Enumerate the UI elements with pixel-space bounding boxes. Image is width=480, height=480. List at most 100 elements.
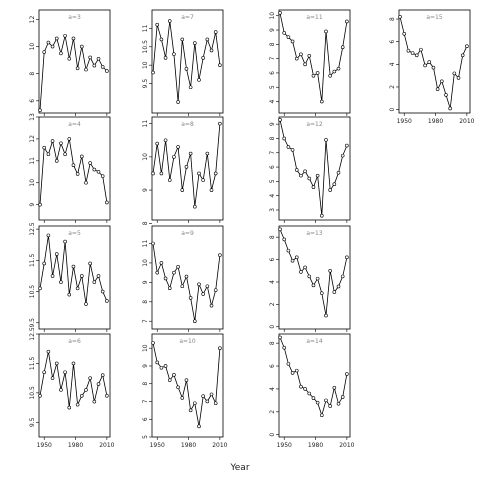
data-point	[209, 392, 214, 397]
data-point	[282, 237, 287, 242]
y-tick-label: 10	[142, 259, 149, 267]
y-tick-label: 4	[269, 99, 276, 103]
data-point	[315, 71, 320, 75]
data-point	[38, 108, 42, 113]
data-point	[290, 371, 295, 375]
data-point	[88, 55, 92, 60]
data-point	[307, 274, 312, 279]
data-point	[59, 280, 63, 284]
panel-frame	[38, 333, 111, 438]
y-tick-label: 10	[142, 153, 149, 161]
data-point	[398, 14, 402, 19]
x-tick-label: 1950	[397, 118, 412, 125]
x-tick-label: 2010	[212, 442, 227, 449]
data-point	[75, 172, 80, 176]
data-point	[172, 155, 176, 159]
panel-a-8: 8 9 10 11 a=8	[142, 116, 224, 225]
data-point	[332, 385, 337, 390]
data-point	[172, 270, 176, 275]
panel-a-10: 5 6 7 8 9 10 1950 1980 2010 a=10	[142, 333, 228, 449]
panel-a-6: 9.5 10.5 11.5 12.5 1950 1980 2010 a=6	[29, 327, 115, 449]
y-tick-label: 11	[142, 24, 149, 32]
y-tick-label: 9.5	[142, 79, 149, 89]
data-point	[294, 255, 299, 260]
data-point	[324, 398, 328, 403]
data-point	[63, 370, 67, 375]
data-point	[286, 145, 291, 149]
data-point	[465, 44, 469, 49]
data-point	[42, 370, 47, 375]
data-point	[59, 51, 63, 56]
series-line	[279, 12, 348, 102]
y-tick-label: 10	[269, 12, 276, 20]
data-point	[96, 56, 101, 61]
data-point	[151, 171, 155, 176]
data-point	[176, 145, 180, 149]
x-tick-label: 1950	[150, 442, 165, 449]
data-point	[80, 154, 84, 159]
panel-a-15: 0 2 4 6 8 1950 1980 2010 a=15	[389, 9, 475, 125]
data-point	[88, 161, 92, 165]
data-point	[50, 44, 55, 49]
y-tick-label: 5	[269, 179, 276, 183]
x-tick-label: 2010	[339, 442, 354, 449]
panel-frame	[38, 116, 111, 221]
panel-label: a=3	[68, 14, 81, 21]
data-point	[307, 53, 312, 58]
panel-frame	[151, 116, 224, 221]
data-point	[193, 41, 197, 45]
data-point	[84, 302, 88, 306]
data-point	[299, 270, 303, 274]
y-tick-label: 7	[142, 319, 149, 323]
data-point	[180, 37, 185, 42]
data-point	[315, 276, 320, 281]
data-point	[155, 22, 160, 27]
y-tick-label: 2	[389, 85, 396, 89]
y-tick-label: 11	[142, 239, 149, 247]
data-point	[46, 152, 51, 157]
panel-label: a=13	[306, 230, 323, 237]
data-point	[311, 74, 316, 78]
data-point	[54, 361, 59, 366]
data-point	[320, 413, 324, 418]
data-point	[75, 402, 80, 407]
x-tick-label: 1980	[308, 442, 323, 449]
panel-label: a=11	[306, 14, 323, 21]
data-point	[218, 253, 222, 257]
data-point	[311, 185, 316, 189]
data-point	[50, 139, 55, 143]
x-axis-title: Year	[229, 463, 249, 473]
data-point	[419, 47, 423, 52]
data-point	[163, 138, 168, 143]
y-tick-label: 9	[142, 280, 149, 284]
data-point	[345, 372, 349, 376]
data-point	[176, 385, 180, 390]
panel-frame	[38, 225, 111, 330]
panel-frame	[278, 333, 351, 438]
data-point	[336, 170, 341, 175]
y-tick-label: 10.5	[142, 40, 149, 54]
data-point	[307, 391, 312, 396]
data-point	[42, 261, 47, 266]
data-point	[286, 361, 291, 366]
data-point	[278, 118, 282, 122]
data-point	[448, 106, 452, 111]
data-point	[345, 19, 349, 24]
data-point	[38, 286, 42, 291]
data-point	[315, 400, 320, 405]
series-line	[279, 229, 348, 316]
data-point	[159, 365, 164, 370]
data-point	[197, 78, 201, 82]
panel-a-9: 7 8 9 10 11 a=9	[142, 225, 224, 332]
y-tick-label: 10	[142, 61, 149, 69]
data-point	[105, 200, 109, 205]
data-point	[84, 67, 88, 72]
data-point	[336, 66, 341, 71]
data-point	[50, 376, 55, 380]
data-point	[340, 153, 345, 158]
data-point	[42, 145, 47, 150]
data-point	[167, 178, 172, 182]
data-point	[184, 165, 189, 169]
y-tick-label: 2	[269, 410, 276, 414]
y-tick-label: 11	[142, 120, 149, 128]
